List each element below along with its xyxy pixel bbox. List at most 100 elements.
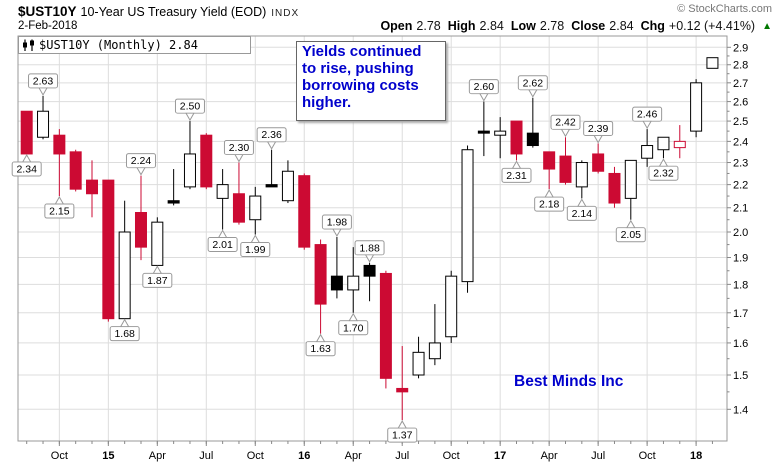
- callout-value: 2.30: [229, 142, 250, 154]
- candle-sep-2017: [624, 159, 637, 220]
- price-callout: 2.30: [223, 140, 254, 163]
- stockcharts-copyright: © StockCharts.com: [677, 3, 772, 15]
- price-callout: 2.62: [517, 75, 548, 98]
- price-callout: 2.36: [256, 127, 287, 150]
- price-callout: 2.18: [534, 189, 565, 212]
- exchange-label: INDX: [271, 8, 300, 19]
- candle-aug-2015: [216, 169, 229, 230]
- callout-value: 1.68: [114, 328, 135, 340]
- price-callout: 2.46: [632, 106, 663, 130]
- candle-aug-2016: [412, 336, 425, 379]
- callout-value: 2.01: [212, 239, 233, 251]
- callout-value: 2.60: [474, 81, 495, 93]
- candle-jul-2015: [200, 133, 213, 190]
- price-callout: 1.87: [142, 265, 173, 288]
- y-axis-label: 2.4: [733, 136, 748, 148]
- x-axis-label: Jul: [199, 450, 213, 462]
- callout-value: 2.50: [180, 101, 201, 113]
- y-axis-label: 1.8: [733, 279, 748, 291]
- watermark-text: Best Minds Inc: [514, 373, 624, 390]
- callout-value: 2.46: [637, 109, 658, 121]
- candle-oct-2017: [641, 129, 654, 167]
- price-callout: 2.34: [11, 153, 42, 177]
- x-axis-label: Oct: [51, 450, 68, 462]
- price-callout: 2.01: [207, 229, 238, 253]
- legend-label: $UST10Y (Monthly) 2.84: [39, 38, 198, 52]
- callout-value: 2.18: [539, 199, 560, 211]
- symbol-title: $UST10Y: [18, 4, 77, 19]
- title-row: $UST10Y 10-Year US Treasury Yield (EOD) IN…: [18, 3, 299, 21]
- callout-value: 2.15: [49, 206, 70, 218]
- callout-value: 2.42: [555, 117, 576, 129]
- callout-value: 2.31: [506, 170, 527, 182]
- candle-nov-2015: [265, 149, 278, 188]
- candle-jan-2015: [102, 179, 115, 322]
- low-value: 2.78: [539, 19, 565, 33]
- y-axis: 2.9 2.8 2.7 2.6 2.5 2.4 2.3 2.2 2.1 2.0 1.9 1.8 1.7 1…: [727, 42, 748, 416]
- callout-value: 1.37: [392, 430, 413, 442]
- y-axis-label: 2.6: [733, 97, 748, 109]
- x-axis-label: Jul: [395, 450, 409, 462]
- y-axis-label: 2.0: [733, 227, 748, 239]
- x-axis-label: 17: [494, 450, 506, 462]
- y-axis-label: 1.6: [733, 338, 748, 350]
- callout-value: 2.62: [523, 77, 544, 89]
- candle-aug-2017: [608, 166, 621, 208]
- callout-value: 1.63: [310, 343, 331, 355]
- candle-nov-2017: [657, 136, 670, 159]
- callout-value: 2.63: [33, 75, 54, 87]
- candle-nov-2014: [69, 149, 82, 192]
- candle-may-2015: [167, 169, 180, 206]
- x-axis-label: Apr: [149, 450, 166, 462]
- candle-jan-2016: [298, 173, 311, 250]
- candle-jun-2016: [379, 270, 392, 389]
- candle-jul-2017: [592, 143, 605, 174]
- chg-up-icon: ▲: [762, 20, 772, 32]
- price-callout: 2.05: [615, 219, 646, 243]
- x-axis-label: Oct: [639, 450, 656, 462]
- x-axis-label: Apr: [541, 450, 558, 462]
- price-callout: 2.31: [501, 160, 532, 183]
- callout-value: 2.24: [131, 155, 152, 167]
- callout-value: 1.87: [147, 275, 168, 287]
- high-value: 2.84: [479, 19, 504, 33]
- y-axis-label: 2.3: [733, 158, 748, 170]
- chart-legend: $UST10Y (Monthly) 2.84: [18, 36, 251, 54]
- candle-dec-2014: [86, 160, 99, 218]
- instrument-name: 10-Year US Treasury Yield (EOD): [80, 5, 267, 19]
- candle-jun-2015: [183, 121, 196, 190]
- high-label: High: [447, 19, 476, 33]
- candle-feb-2017: [510, 120, 523, 161]
- callout-value: 2.36: [261, 129, 282, 141]
- price-callout: 2.42: [550, 114, 581, 138]
- y-axis-label: 2.2: [733, 180, 748, 192]
- price-callout: 2.39: [583, 120, 614, 144]
- candle-mar-2016: [330, 236, 343, 299]
- x-axis-label: 18: [690, 450, 702, 462]
- open-label: Open: [380, 19, 413, 33]
- y-axis-label: 1.4: [733, 404, 748, 416]
- x-axis-label: Apr: [345, 450, 362, 462]
- candle-dec-2017: [673, 125, 686, 159]
- price-callout: 2.50: [174, 98, 205, 122]
- price-callout: 1.70: [338, 312, 369, 336]
- candle-mar-2017: [526, 97, 539, 148]
- ohlc-quote-strip: Open 2.78 High 2.84 Low 2.78 Close 2.84 …: [380, 19, 772, 33]
- candle-aug-2014: [20, 110, 33, 155]
- price-callout: 1.63: [305, 333, 336, 357]
- y-axis-label: 1.7: [733, 308, 748, 320]
- chg-label: Chg: [640, 19, 665, 33]
- candle-apr-2016: [347, 247, 360, 313]
- y-axis-label: 2.1: [733, 203, 748, 215]
- candle-mar-2015: [134, 175, 147, 261]
- candle-oct-2015: [249, 186, 262, 235]
- price-callout: 1.37: [387, 420, 418, 443]
- callout-value: 2.39: [588, 123, 609, 135]
- y-axis-label: 2.5: [733, 116, 748, 128]
- callout-value: 2.14: [572, 208, 593, 220]
- candle-apr-2017: [543, 151, 556, 190]
- x-axis-label: Oct: [247, 450, 264, 462]
- y-axis-label: 2.9: [733, 42, 748, 54]
